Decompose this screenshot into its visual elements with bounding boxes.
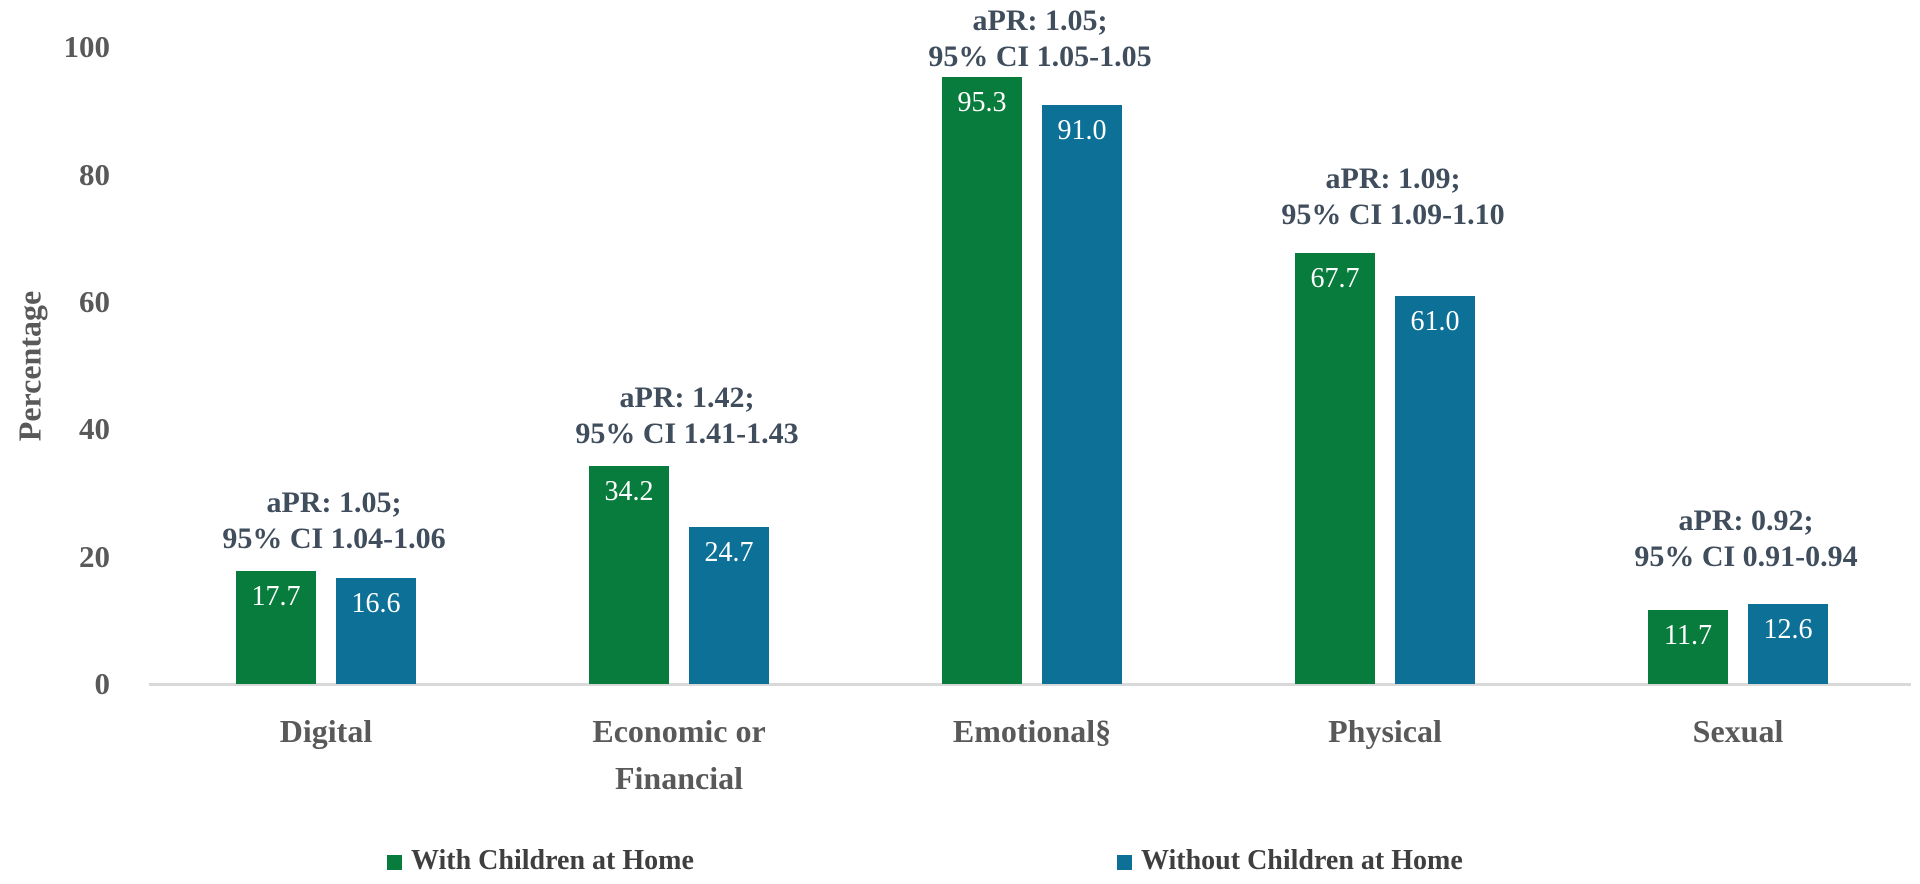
bar-value-label: 17.7 (251, 581, 301, 613)
bar-value-label: 24.7 (704, 536, 754, 568)
bar-value-label: 34.2 (604, 476, 654, 508)
bar-without-children-at-home-economic-or-financial: 24.7 (689, 526, 769, 684)
bar-with-children-at-home-emotional: 95.3 (942, 77, 1022, 684)
y-tick-label: 100 (63, 29, 111, 65)
y-tick-label: 60 (79, 284, 110, 320)
legend-label: Without Children at Home (1141, 845, 1463, 876)
apr-line: aPR: 1.42; (619, 381, 755, 415)
category-label-digital: Digital (279, 713, 373, 749)
bar-value-label: 12.6 (1763, 613, 1813, 645)
bar-value-label: 16.6 (351, 588, 401, 620)
bar-value-label: 67.7 (1310, 263, 1360, 295)
apr-annotation-digital: aPR: 1.05; 95% CI 1.04-1.06 (222, 485, 445, 557)
legend-swatch-blue (1117, 855, 1132, 870)
bar-value-label: 91.0 (1057, 114, 1107, 146)
apr-line: aPR: 0.92; (1678, 503, 1814, 537)
bar-value-label: 95.3 (957, 87, 1007, 119)
bar-without-children-at-home-digital: 16.6 (336, 578, 416, 684)
x-axis-line (149, 683, 1911, 686)
ci-line: 95% CI 1.05-1.05 (928, 40, 1152, 74)
apr-annotation-sexual: aPR: 0.92; 95% CI 0.91-0.94 (1634, 503, 1857, 575)
y-tick-label: 40 (79, 411, 110, 447)
bar-value-label: 61.0 (1410, 305, 1460, 337)
apr-annotation-emotional: aPR: 1.05; 95% CI 1.05-1.05 (928, 3, 1151, 75)
apr-annotation-physical: aPR: 1.09; 95% CI 1.09-1.10 (1281, 161, 1504, 233)
category-label-emotional: Emotional§ (952, 713, 1112, 749)
ci-line: 95% CI 1.09-1.10 (1281, 198, 1505, 232)
legend-item-without-children: Without Children at Home (1117, 845, 1463, 877)
bar-value-label: 11.7 (1664, 619, 1712, 651)
bar-without-children-at-home-emotional: 91.0 (1042, 104, 1122, 684)
bar-with-children-at-home-sexual: 11.7 (1648, 609, 1728, 684)
ci-line: 95% CI 1.04-1.06 (222, 522, 446, 556)
apr-line: aPR: 1.09; (1325, 162, 1461, 196)
legend-swatch-green (387, 855, 402, 870)
bar-with-children-at-home-digital: 17.7 (236, 571, 316, 684)
apr-line: aPR: 1.05; (266, 486, 402, 520)
ci-line: 95% CI 0.91-0.94 (1634, 539, 1858, 573)
category-label-physical: Physical (1328, 713, 1442, 749)
apr-line: aPR: 1.05; (972, 4, 1108, 38)
legend-item-with-children: With Children at Home (387, 845, 694, 877)
category-label-sexual: Sexual (1692, 713, 1784, 749)
y-tick-label: 80 (79, 156, 110, 192)
bar-without-children-at-home-sexual: 12.6 (1748, 603, 1828, 684)
y-tick-label: 20 (79, 538, 110, 574)
bar-with-children-at-home-economic-or-financial: 34.2 (589, 466, 669, 684)
y-tick-label: 0 (94, 666, 111, 701)
bar-without-children-at-home-physical: 61.0 (1395, 295, 1475, 684)
ci-line: 95% CI 1.41-1.43 (575, 417, 799, 451)
category-label-economic-or-financial: Economic or Financial (592, 713, 766, 796)
bar-with-children-at-home-physical: 67.7 (1295, 253, 1375, 684)
legend-label: With Children at Home (411, 845, 694, 876)
apr-annotation-economic-or-financial: aPR: 1.42; 95% CI 1.41-1.43 (575, 380, 798, 452)
